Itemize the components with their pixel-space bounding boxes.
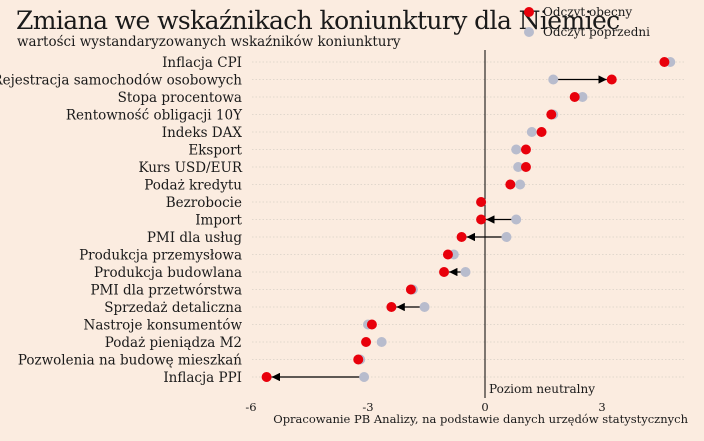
legend-item-previous: Odczyt poprzedni [524,22,650,42]
legend-label-current: Odczyt obecny [543,5,633,19]
legend-item-current: Odczyt obecny [524,2,650,22]
legend-swatch-previous [524,27,534,37]
category-label: PMI dla przetwórstwa [90,283,242,299]
neutral-level-label: Poziom neutralny [489,382,595,396]
x-tick-label: -6 [245,400,256,414]
current-reading-point [546,109,557,120]
current-reading-point [353,354,364,365]
current-reading-point [405,284,416,295]
category-label: Rejestracja samochodów osobowych [0,73,242,89]
category-label: Nastroje konsumentów [84,318,243,334]
category-label: Inflacja CPI [162,55,242,71]
category-label: Produkcja budowlana [94,265,242,281]
previous-reading-point [419,302,430,312]
category-label: Kurs USD/EUR [138,160,242,176]
current-reading-point [659,57,670,67]
current-reading-point [261,372,272,382]
current-reading-point [476,214,487,225]
current-reading-point [536,127,547,137]
category-label: Indeks DAX [162,125,243,141]
current-reading-point [442,249,453,260]
current-reading-point [366,319,377,330]
current-reading-point [505,179,516,190]
previous-reading-point [513,162,524,172]
category-label: Inflacja PPI [163,370,242,386]
category-label: Sprzedaż detaliczna [104,300,242,316]
category-label: Eksport [188,143,242,159]
category-label: Podaż kredytu [144,178,242,194]
category-label: Import [195,213,242,229]
previous-reading-point [511,214,522,225]
category-label: Podaż pieniądza M2 [105,335,242,351]
x-tick-label: 3 [598,400,605,414]
chart-title: Zmiana we wskaźnikach koniunktury dla Ni… [16,6,620,35]
x-tick-label: 0 [481,400,488,414]
category-label: Bezrobocie [166,195,242,211]
current-reading-point [386,302,397,312]
category-label: PMI dla usług [147,230,243,246]
previous-reading-point [515,179,526,190]
previous-reading-point [526,127,537,137]
category-label: Pozwolenia na budowę mieszkań [18,353,242,369]
previous-reading-point [511,144,522,155]
current-reading-point [456,232,467,242]
current-reading-point [361,337,372,347]
current-reading-point [606,74,617,85]
category-label: Produkcja przemysłowa [79,248,242,264]
legend-label-previous: Odczyt poprzedni [543,25,650,39]
current-reading-point [520,144,531,155]
previous-reading-point [501,232,512,242]
legend-swatch-current [524,7,534,17]
current-reading-point [520,162,531,172]
category-label: Stopa procentowa [118,90,242,106]
current-reading-point [569,92,580,102]
previous-reading-point [548,74,559,85]
previous-reading-point [376,337,387,347]
previous-reading-point [577,92,588,102]
chart-subtitle: wartości wystandaryzowanych wskaźników k… [17,34,401,50]
current-reading-point [476,197,487,207]
current-reading-point [439,267,450,277]
source-note: Opracowanie PB Analizy, na podstawie dan… [273,412,688,426]
x-tick-label: -3 [362,400,373,414]
previous-reading-point [359,372,370,382]
legend: Odczyt obecny Odczyt poprzedni [524,2,650,42]
category-label: Rentowność obligacji 10Y [66,108,243,124]
previous-reading-point [460,267,471,277]
